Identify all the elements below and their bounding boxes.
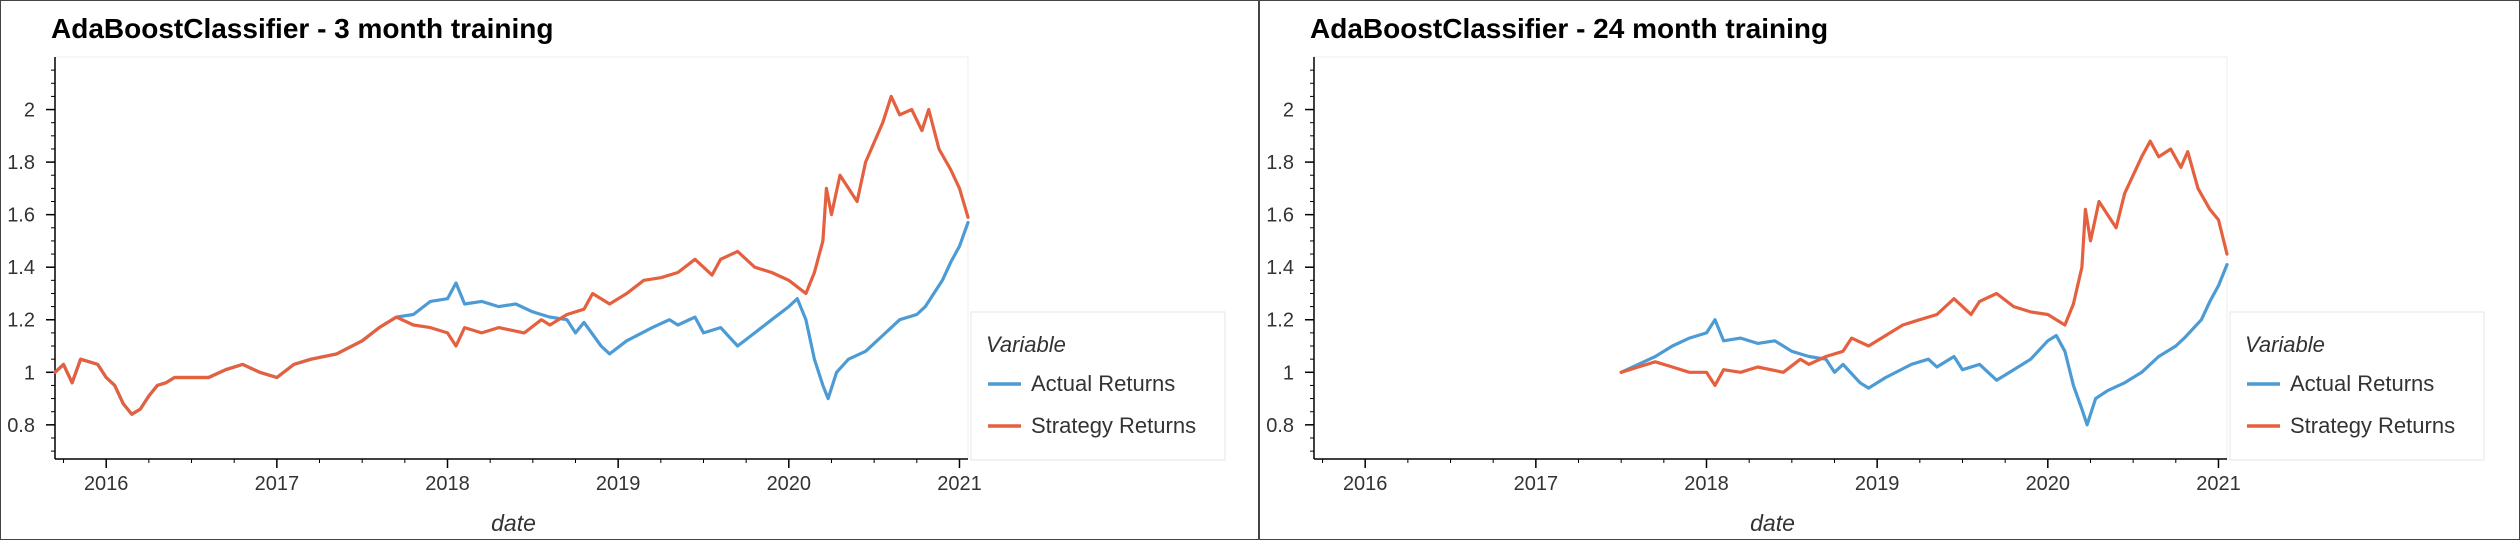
y-tick-label: 0.8: [1266, 415, 1294, 437]
line-chart: 0.8 1 1.2 1.4 1.6 1.8 2 2016 2017 2018 2019 2020 202…: [1266, 56, 2485, 536]
y-tick-label: 1.4: [7, 257, 35, 279]
y-tick-label: 1.2: [7, 310, 35, 332]
y-tick-label: 1.8: [7, 152, 35, 174]
y-tick-label: 1.8: [1266, 152, 1294, 174]
chart-title: AdaBoostClassifier - 24 month training: [1310, 13, 1829, 44]
x-tick-label: 2020: [2026, 473, 2070, 495]
legend-label: Actual Returns: [1031, 371, 1175, 396]
x-axis-label: date: [491, 510, 536, 536]
legend-box: [970, 311, 1226, 461]
legend-box: [2229, 311, 2485, 461]
x-tick-label: 2019: [1855, 473, 1900, 495]
plot-frame: [1313, 56, 2228, 460]
legend-title: Variable: [986, 332, 1066, 357]
legend-label: Strategy Returns: [2290, 413, 2455, 438]
y-tick-label: 0.8: [7, 415, 35, 437]
x-tick-label: 2016: [1343, 473, 1388, 495]
plot-frame: [54, 56, 969, 460]
x-tick-label: 2020: [767, 473, 812, 495]
y-tick-label: 1.4: [1266, 257, 1294, 279]
x-tick-label: 2018: [1684, 473, 1729, 495]
chart-panel-24-month: AdaBoostClassifier - 24 month training 0…: [1259, 0, 2520, 540]
y-tick-label: 1.2: [1266, 310, 1294, 332]
series-line-strategy-returns: [53, 94, 970, 416]
x-tick-label: 2018: [425, 473, 470, 495]
y-tick-label: 1.6: [1266, 205, 1294, 227]
series-line-strategy-returns: [1619, 139, 2229, 387]
y-tick-label: 2: [24, 100, 35, 122]
legend-label: Actual Returns: [2290, 371, 2434, 396]
x-tick-label: 2017: [255, 473, 300, 495]
chart-panel-3-month: AdaBoostClassifier - 3 month training 0.…: [0, 0, 1259, 540]
x-tick-label: 2016: [84, 473, 129, 495]
chart-title: AdaBoostClassifier - 3 month training: [51, 13, 554, 44]
series-line-actual-returns: [1619, 263, 2229, 427]
x-tick-label: 2021: [2196, 473, 2241, 495]
y-tick-label: 1: [1283, 362, 1294, 384]
y-tick-label: 1.6: [7, 205, 35, 227]
legend: Variable Actual Returns Strategy Returns: [970, 311, 1226, 461]
x-axis-label: date: [1750, 510, 1795, 536]
x-tick-label: 2017: [1514, 473, 1559, 495]
series-line-actual-returns: [53, 220, 970, 416]
x-minor-ticks: [63, 459, 918, 463]
y-tick-label: 2: [1283, 100, 1294, 122]
x-tick-label: 2019: [596, 473, 641, 495]
legend-label: Strategy Returns: [1031, 413, 1196, 438]
line-chart: 0.8 1 1.2 1.4 1.6 1.8 2 2016 2017 2018 2019 2020 202…: [7, 56, 1226, 536]
y-tick-label: 1: [24, 362, 35, 384]
legend: Variable Actual Returns Strategy Returns: [2229, 311, 2485, 461]
x-minor-ticks: [1322, 459, 2177, 463]
legend-title: Variable: [2245, 332, 2325, 357]
x-tick-label: 2021: [937, 473, 982, 495]
